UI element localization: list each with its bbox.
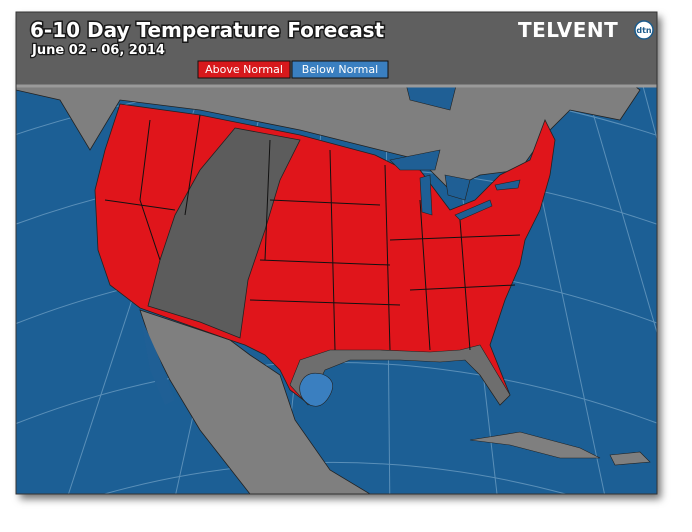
lake-ontario [494,179,521,191]
legend-label: Below Normal [302,63,378,76]
gulf-of-california [140,315,175,405]
subtitle: June 02 - 06, 2014 [31,43,165,58]
title: 6-10 Day Temperature Forecast [30,18,385,42]
logo-text: TELVENT [518,18,618,42]
lake-michigan [419,174,433,216]
lake-huron [444,174,471,201]
logo-badge [634,20,654,40]
near-normal-south [289,344,511,406]
lake-superior [389,149,441,171]
logo-badge-text: dtn [636,26,652,35]
lake-erie [454,199,493,221]
legend-label: Above Normal [205,63,283,76]
mexico [139,309,371,494]
frame-border [15,11,658,495]
below-normal-texas [299,372,333,407]
state-borders [104,114,521,351]
near-normal-west [147,127,301,339]
cuba [469,431,601,459]
legend-swatch [291,60,389,79]
hispaniola [609,451,651,466]
legend-swatch [197,60,291,79]
